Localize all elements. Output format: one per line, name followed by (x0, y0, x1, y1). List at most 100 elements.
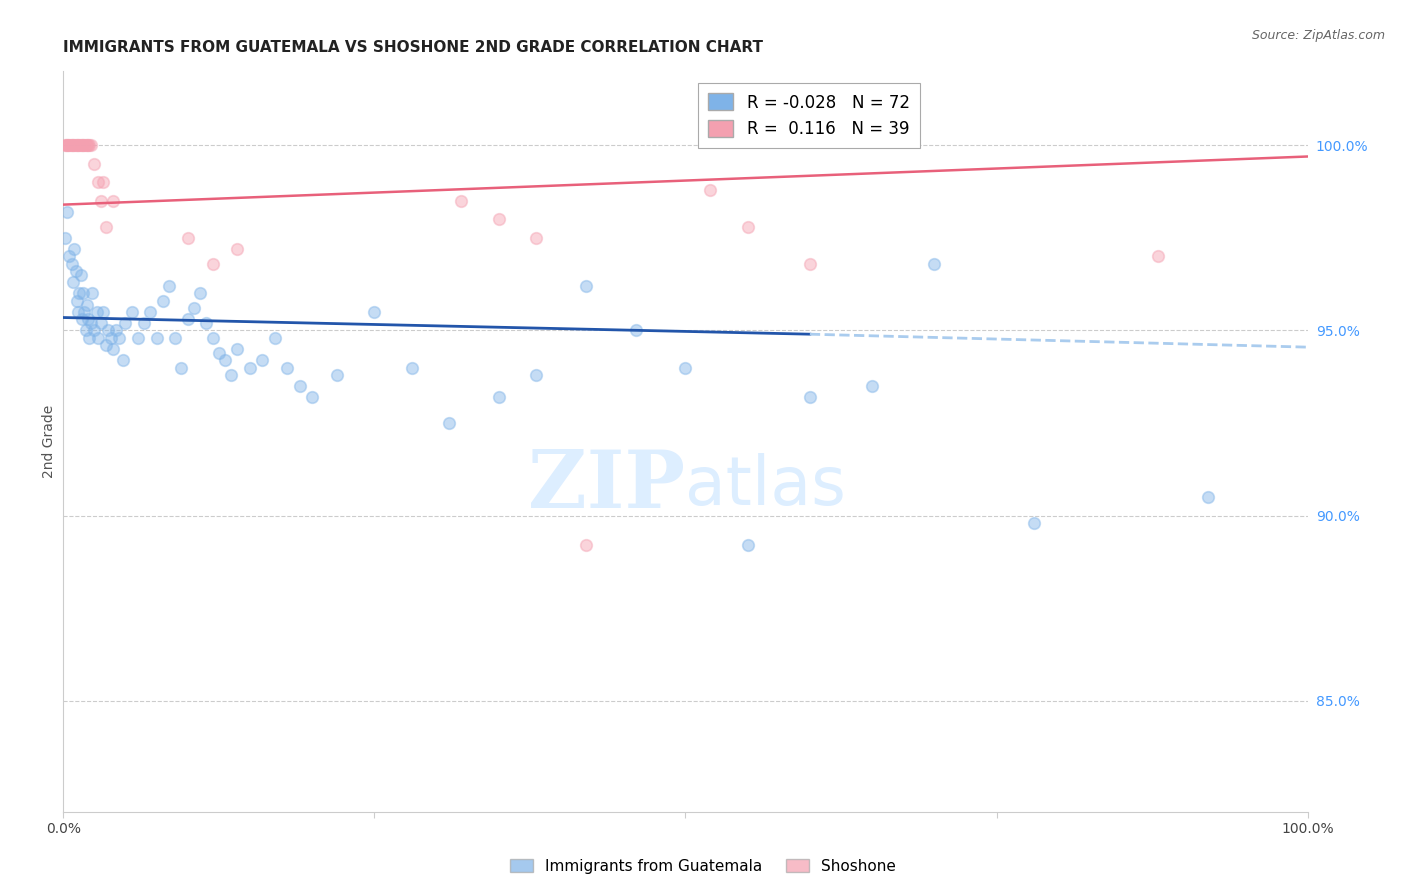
Point (80, 286, 103, 301)
Point (524, 231, 547, 245)
Point (201, 257, 224, 271)
Point (699, 183, 721, 197)
Point (219, 368, 242, 382)
Point (226, 242, 249, 256)
Point (77, 138, 100, 153)
Point (66, 138, 89, 153)
Point (53, 138, 76, 153)
Point (437, 416, 460, 430)
Point (100, 331, 122, 345)
Point (860, 379, 883, 393)
Point (72, 286, 94, 301)
Point (91, 305, 114, 319)
Point (108, 331, 131, 345)
Point (55, 138, 77, 153)
Point (401, 360, 423, 375)
Point (104, 323, 127, 337)
Point (201, 331, 224, 345)
Point (226, 342, 249, 356)
Point (79, 331, 101, 345)
Point (69, 268, 91, 282)
Point (67, 138, 90, 153)
Point (101, 194, 124, 208)
Point (288, 379, 311, 393)
Point (1022, 516, 1045, 530)
Point (139, 305, 162, 319)
Point (66, 293, 89, 308)
Text: IMMIGRANTS FROM GUATEMALA VS SHOSHONE 2ND GRADE CORRELATION CHART: IMMIGRANTS FROM GUATEMALA VS SHOSHONE 2N… (63, 40, 763, 55)
Point (575, 279, 598, 293)
Point (60, 138, 83, 153)
Point (90, 316, 112, 330)
Legend: Immigrants from Guatemala, Shoshone: Immigrants from Guatemala, Shoshone (505, 853, 901, 880)
Point (83, 323, 105, 337)
Point (276, 360, 298, 375)
Point (65, 138, 87, 153)
Point (69, 138, 91, 153)
Y-axis label: 2nd Grade: 2nd Grade (42, 405, 56, 478)
Point (111, 353, 134, 368)
Point (76, 138, 98, 153)
Point (157, 279, 180, 293)
Point (90, 194, 112, 208)
Point (79, 316, 101, 330)
Point (488, 390, 510, 404)
Point (145, 331, 167, 345)
Point (65, 264, 87, 278)
Point (62, 138, 84, 153)
Point (63, 138, 86, 153)
Point (69, 286, 91, 301)
Point (152, 293, 174, 308)
Point (73, 138, 96, 153)
Point (799, 257, 821, 271)
Point (63, 242, 86, 256)
Point (924, 257, 946, 271)
Point (70, 312, 93, 326)
Point (53, 231, 76, 245)
Point (195, 316, 218, 330)
Point (170, 360, 193, 375)
Point (524, 368, 547, 382)
Point (488, 212, 510, 227)
Point (737, 219, 759, 234)
Point (72, 138, 94, 153)
Point (87, 175, 110, 189)
Point (165, 331, 187, 345)
Point (737, 538, 759, 552)
Point (56, 205, 79, 219)
Text: Source: ZipAtlas.com: Source: ZipAtlas.com (1251, 29, 1385, 42)
Point (208, 345, 231, 359)
Point (326, 368, 349, 382)
Point (252, 353, 274, 368)
Point (87, 331, 110, 345)
Point (58, 138, 80, 153)
Point (94, 219, 117, 234)
Point (127, 331, 149, 345)
Point (239, 360, 262, 375)
Point (363, 305, 385, 319)
Legend: R = -0.028   N = 72, R =  0.116   N = 39: R = -0.028 N = 72, R = 0.116 N = 39 (699, 83, 920, 148)
Point (62, 276, 84, 290)
Point (94, 338, 117, 352)
Point (177, 231, 200, 245)
Point (83, 157, 105, 171)
Point (79, 138, 101, 153)
Point (301, 390, 323, 404)
Point (177, 312, 200, 326)
Point (60, 257, 83, 271)
Point (76, 297, 98, 311)
Point (134, 316, 156, 330)
Point (114, 316, 136, 330)
Point (101, 342, 124, 356)
Point (67, 305, 90, 319)
Point (86, 305, 108, 319)
Point (91, 175, 114, 189)
Text: atlas: atlas (686, 453, 846, 519)
Point (77, 312, 100, 326)
Point (97, 323, 120, 337)
Point (58, 138, 80, 153)
Point (58, 249, 80, 263)
Point (575, 538, 598, 552)
Point (624, 323, 647, 337)
Point (121, 305, 143, 319)
